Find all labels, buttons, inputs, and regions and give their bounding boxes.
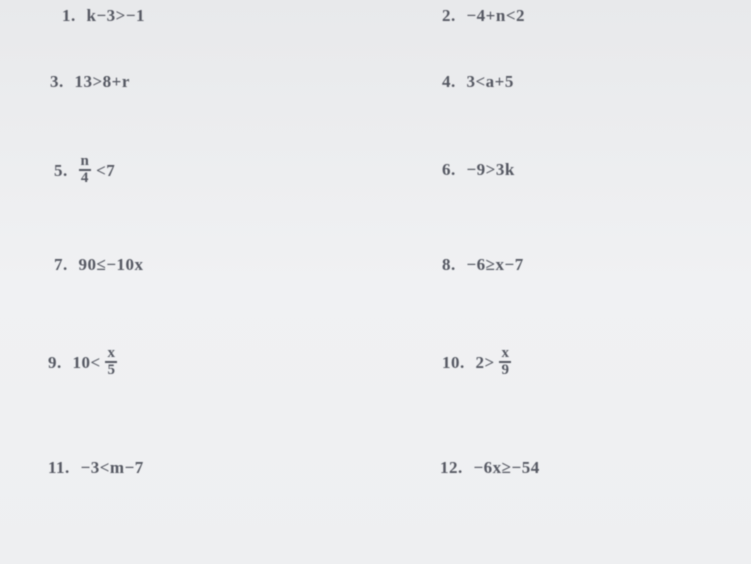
problem-number: 3. xyxy=(50,72,64,91)
problem-4: 4. 3<a+5 xyxy=(442,72,514,92)
expression: 3<a+5 xyxy=(467,72,514,91)
problem-number: 10. xyxy=(442,353,465,372)
problem-8: 8. −6≥x−7 xyxy=(442,255,524,275)
fraction-denominator: 4 xyxy=(79,171,92,186)
problem-number: 12. xyxy=(440,458,463,477)
problem-2: 2. −4+n<2 xyxy=(442,6,525,26)
problem-1: 1. k−3>−1 xyxy=(62,6,145,26)
expression: −4+n<2 xyxy=(467,6,526,25)
problem-9: 9. 10< x 5 xyxy=(48,348,117,380)
problem-10: 10. 2> x 9 xyxy=(442,348,511,380)
expression: 2> xyxy=(476,353,495,372)
expression: 13>8+r xyxy=(75,72,130,91)
problem-number: 7. xyxy=(54,255,68,274)
problem-5: 5. n 4 <7 xyxy=(54,156,115,188)
problem-12: 12. −6x≥−54 xyxy=(440,458,540,478)
problem-6: 6. −9>3k xyxy=(442,160,515,180)
problem-number: 1. xyxy=(62,6,76,25)
expression: −9>3k xyxy=(467,160,515,179)
expression: 10< xyxy=(73,353,101,372)
fraction-numerator: x xyxy=(499,346,511,363)
problem-7: 7. 90≤−10x xyxy=(54,255,144,275)
problem-number: 11. xyxy=(48,458,70,477)
fraction-denominator: 9 xyxy=(499,363,511,378)
fraction-numerator: n xyxy=(79,154,92,171)
expression: −3<m−7 xyxy=(81,458,144,477)
fraction: x 5 xyxy=(105,346,117,378)
problem-number: 4. xyxy=(442,72,456,91)
problem-number: 5. xyxy=(54,161,68,180)
problem-number: 6. xyxy=(442,160,456,179)
worksheet-page: 1. k−3>−1 2. −4+n<2 3. 13>8+r 4. 3<a+5 5… xyxy=(0,0,751,564)
fraction-denominator: 5 xyxy=(105,363,117,378)
fraction-numerator: x xyxy=(105,346,117,363)
expression: −6≥x−7 xyxy=(467,255,524,274)
problem-3: 3. 13>8+r xyxy=(50,72,130,92)
problem-11: 11. −3<m−7 xyxy=(48,458,144,478)
problem-number: 2. xyxy=(442,6,456,25)
problem-number: 8. xyxy=(442,255,456,274)
fraction: x 9 xyxy=(499,346,511,378)
expression: <7 xyxy=(96,161,115,180)
problem-number: 9. xyxy=(48,353,62,372)
expression: k−3>−1 xyxy=(87,6,146,25)
expression: 90≤−10x xyxy=(79,255,144,274)
expression: −6x≥−54 xyxy=(474,458,540,477)
fraction: n 4 xyxy=(79,154,92,186)
